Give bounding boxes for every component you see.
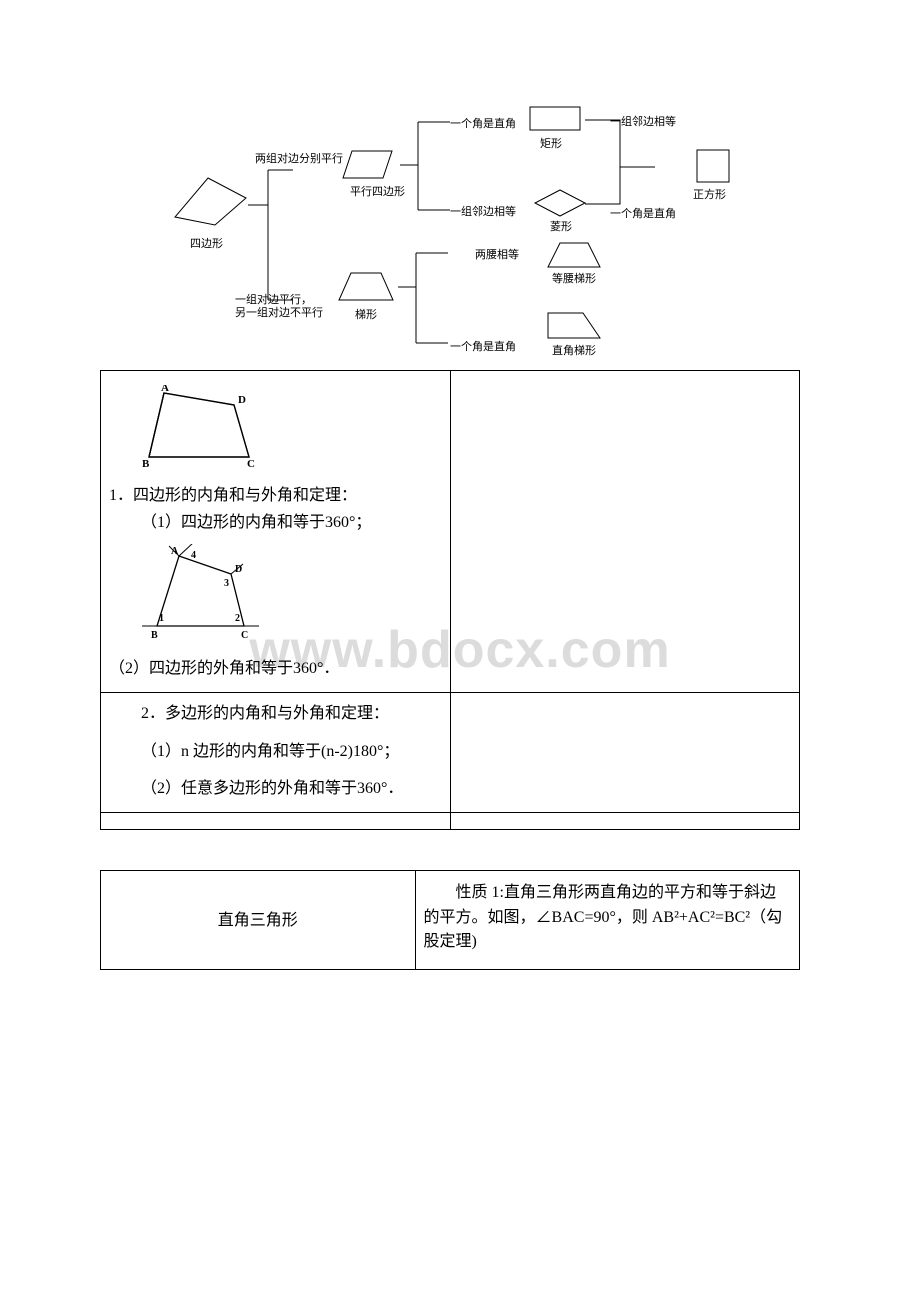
theorem-table: A D B C 1．四边形的内角和与外角和定理： （1）四边形的内角和等于360… xyxy=(100,370,800,830)
label-one-pair-parallel: 一组对边平行， 另一组对边不平行 xyxy=(235,294,323,320)
svg-text:B: B xyxy=(151,630,158,641)
label-parallelogram: 平行四边形 xyxy=(350,183,405,199)
table-row: 2．多边形的内角和与外角和定理： （1）n 边形的内角和等于(n-2)180°；… xyxy=(101,692,800,812)
theorem-1-p1: （1）四边形的内角和等于360°； xyxy=(109,510,442,536)
page-content: 四边形 两组对边分别平行 平行四边形 一组对边平行， 另一组对边不平行 梯形 一… xyxy=(100,100,820,970)
label-adj-sides-equal-left: 一组邻边相等 xyxy=(450,203,516,219)
theorem-2-p1: （1）n 边形的内角和等于(n-2)180°； xyxy=(109,739,442,765)
theorem-2-p2: （2）任意多边形的外角和等于360°． xyxy=(109,776,442,802)
svg-text:D: D xyxy=(235,564,242,575)
theorem-2-title: 2．多边形的内角和与外角和定理： xyxy=(109,701,442,727)
pythagoras-text: 性质 1:直角三角形两直角边的平方和等于斜边的平方。如图，∠BAC=90°，则 … xyxy=(424,881,791,955)
label-one-right-angle-bottom: 一个角是直角 xyxy=(450,338,516,354)
shape-right-trapezoid xyxy=(545,310,603,342)
svg-text:2: 2 xyxy=(235,613,240,624)
label-isosceles-trapezoid: 等腰梯形 xyxy=(552,270,596,286)
cell-right-triangle-property: 性质 1:直角三角形两直角边的平方和等于斜边的平方。如图，∠BAC=90°，则 … xyxy=(415,870,799,969)
vertex-c: C xyxy=(247,458,255,470)
shape-trapezoid xyxy=(335,270,397,305)
label-one-right-angle-top: 一个角是直角 xyxy=(450,115,516,131)
cell-empty-2 xyxy=(450,692,800,812)
cell-empty-1 xyxy=(450,371,800,693)
svg-text:3: 3 xyxy=(224,578,229,589)
svg-text:A: A xyxy=(171,546,179,557)
label-two-legs-equal: 两腰相等 xyxy=(475,246,519,262)
theorem-1-title: 1．四边形的内角和与外角和定理： xyxy=(109,483,442,509)
label-trapezoid: 梯形 xyxy=(355,306,377,322)
table-row xyxy=(101,812,800,829)
figure-exterior-angles: A D B C 4 3 2 1 xyxy=(139,544,442,653)
vertex-a: A xyxy=(161,385,169,394)
shape-quadrilateral xyxy=(170,175,250,230)
shape-isosceles-trapezoid xyxy=(545,240,603,270)
svg-text:4: 4 xyxy=(191,550,196,561)
shape-rhombus xyxy=(533,188,588,218)
label-right-trapezoid: 直角梯形 xyxy=(552,342,596,358)
cell-polygon-theorem: 2．多边形的内角和与外角和定理： （1）n 边形的内角和等于(n-2)180°；… xyxy=(101,692,451,812)
table-row: A D B C 1．四边形的内角和与外角和定理： （1）四边形的内角和等于360… xyxy=(101,371,800,693)
cell-right-triangle-label: 直角三角形 xyxy=(101,870,416,969)
connector-trap xyxy=(398,245,458,355)
shape-square xyxy=(695,148,731,184)
label-square: 正方形 xyxy=(693,186,726,202)
connector-main xyxy=(248,160,308,310)
cell-quadrilateral-theorem: A D B C 1．四边形的内角和与外角和定理： （1）四边形的内角和等于360… xyxy=(101,371,451,693)
label-two-pairs-parallel: 两组对边分别平行 xyxy=(255,150,343,166)
svg-text:1: 1 xyxy=(159,613,164,624)
label-one-right-angle-right: 一个角是直角 xyxy=(610,205,676,221)
label-rhombus: 菱形 xyxy=(550,218,572,234)
table-row: 直角三角形 性质 1:直角三角形两直角边的平方和等于斜边的平方。如图，∠BAC=… xyxy=(101,870,800,969)
shape-parallelogram xyxy=(340,148,395,182)
label-adj-sides-equal-top: 一组邻边相等 xyxy=(610,113,676,129)
cell-empty-3 xyxy=(101,812,451,829)
label-rectangle: 矩形 xyxy=(540,135,562,151)
vertex-b: B xyxy=(142,458,150,470)
label-quadrilateral: 四边形 xyxy=(190,235,223,251)
cell-empty-4 xyxy=(450,812,800,829)
figure-quadrilateral-abcd: A D B C xyxy=(139,385,442,479)
svg-text:C: C xyxy=(241,630,248,641)
quadrilateral-flowchart: 四边形 两组对边分别平行 平行四边形 一组对边平行， 另一组对边不平行 梯形 一… xyxy=(140,100,760,360)
shape-rectangle xyxy=(528,105,583,133)
vertex-d: D xyxy=(238,394,246,406)
right-triangle-table: 直角三角形 性质 1:直角三角形两直角边的平方和等于斜边的平方。如图，∠BAC=… xyxy=(100,870,800,970)
theorem-1-p2: （2）四边形的外角和等于360°． xyxy=(109,656,442,682)
